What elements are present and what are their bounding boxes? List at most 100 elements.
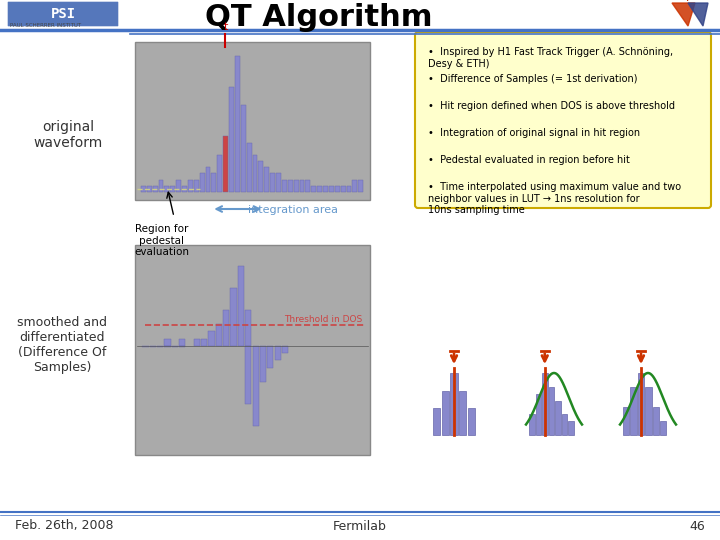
Bar [459, 391, 467, 435]
Bar [212, 173, 217, 192]
Bar [276, 173, 281, 192]
Bar [229, 87, 234, 192]
Text: QT Algorithm: QT Algorithm [205, 3, 433, 32]
Text: •  Time interpolated using maximum value and two
neighbor values in LUT → 1ns re: • Time interpolated using maximum value … [428, 182, 681, 215]
Bar [150, 346, 156, 347]
Bar [623, 408, 629, 435]
Polygon shape [672, 3, 695, 26]
Bar [645, 387, 652, 435]
Bar [267, 346, 274, 368]
Bar [433, 408, 441, 435]
Text: Feb. 26th, 2008: Feb. 26th, 2008 [15, 519, 114, 532]
Text: 46: 46 [689, 519, 705, 532]
Bar [468, 408, 475, 435]
Bar [240, 105, 246, 192]
Bar [568, 421, 574, 435]
Bar [223, 137, 228, 192]
Bar [660, 421, 667, 435]
Bar [562, 414, 567, 435]
Text: Fermilab: Fermilab [333, 519, 387, 532]
Bar [179, 346, 185, 347]
Bar [158, 180, 163, 192]
Text: •  Difference of Samples (= 1st derivation): • Difference of Samples (= 1st derivatio… [428, 74, 637, 84]
Bar [352, 180, 357, 192]
Bar [164, 186, 169, 192]
Bar [300, 180, 305, 192]
Bar [201, 339, 207, 346]
Bar [217, 155, 222, 192]
Text: •  Inspired by H1 Fast Track Trigger (A. Schnöning,
Desy & ETH): • Inspired by H1 Fast Track Trigger (A. … [428, 47, 673, 69]
Bar [549, 387, 554, 435]
Bar [359, 180, 364, 192]
Bar [653, 408, 659, 435]
Bar [199, 173, 204, 192]
Polygon shape [688, 3, 708, 26]
Bar [274, 346, 281, 360]
Bar [157, 346, 163, 347]
Bar [638, 373, 644, 435]
Bar [223, 309, 230, 346]
Bar [253, 155, 258, 192]
Bar [147, 186, 152, 192]
Bar [258, 161, 264, 192]
Bar [329, 186, 334, 192]
Bar [542, 373, 547, 435]
Text: integration area: integration area [248, 205, 338, 215]
Bar [536, 394, 541, 435]
FancyBboxPatch shape [415, 32, 711, 208]
Bar [341, 186, 346, 192]
Bar [247, 143, 251, 192]
Text: μ: μ [686, 0, 694, 1]
Bar [323, 186, 328, 192]
Text: t: t [223, 22, 228, 32]
Text: Region for
pedestal
evaluation: Region for pedestal evaluation [135, 224, 189, 257]
Bar [238, 266, 244, 346]
Bar [335, 186, 340, 192]
Bar [305, 180, 310, 192]
Bar [182, 186, 187, 192]
Text: •  Integration of original signal in hit region: • Integration of original signal in hit … [428, 128, 640, 138]
Bar [194, 339, 200, 346]
Bar [245, 346, 251, 404]
Bar [253, 346, 258, 426]
Bar [216, 324, 222, 346]
Bar [346, 186, 351, 192]
Text: •  Hit region defined when DOS is above threshold: • Hit region defined when DOS is above t… [428, 101, 675, 111]
Text: smoothed and
differentiated
(Difference Of
Samples): smoothed and differentiated (Difference … [17, 316, 107, 374]
Text: PSI: PSI [50, 7, 76, 21]
Bar [153, 186, 158, 192]
Bar [205, 167, 210, 192]
Bar [208, 332, 215, 346]
Text: Threshold in DOS: Threshold in DOS [284, 315, 362, 325]
Bar [143, 346, 148, 347]
Bar [164, 346, 171, 347]
Bar [264, 167, 269, 192]
Bar [164, 339, 171, 346]
Text: original
waveform: original waveform [33, 120, 103, 150]
Bar [194, 180, 199, 192]
Bar [294, 180, 299, 192]
Bar [317, 186, 322, 192]
Bar [282, 346, 288, 353]
Text: PAUL SCHERRER INSTITUT: PAUL SCHERRER INSTITUT [10, 23, 81, 28]
Bar [270, 173, 275, 192]
Bar [135, 42, 370, 200]
Bar [171, 346, 178, 347]
Bar [235, 56, 240, 192]
Bar [188, 180, 193, 192]
Bar [529, 414, 534, 435]
Bar [176, 180, 181, 192]
Bar [170, 186, 175, 192]
Bar [245, 309, 251, 346]
Bar [141, 186, 146, 192]
Bar [631, 387, 636, 435]
FancyBboxPatch shape [7, 1, 119, 27]
Bar [230, 288, 237, 346]
Text: •  Pedestal evaluated in region before hit: • Pedestal evaluated in region before hi… [428, 155, 630, 165]
Bar [260, 346, 266, 382]
Bar [441, 391, 449, 435]
Bar [288, 180, 293, 192]
Bar [282, 180, 287, 192]
Bar [450, 373, 458, 435]
Bar [311, 186, 316, 192]
